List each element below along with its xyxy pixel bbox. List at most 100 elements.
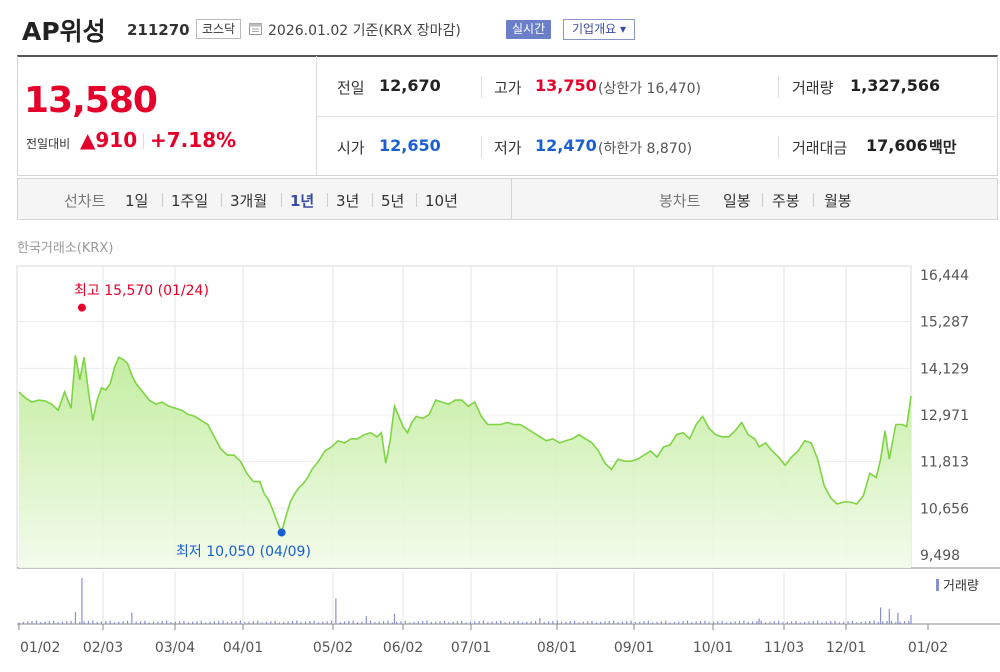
volume-bar — [257, 620, 259, 624]
period-3m[interactable]: 3개월 — [230, 192, 268, 210]
candle-monthly[interactable]: 월봉 — [824, 192, 852, 210]
volume-bar — [81, 578, 83, 624]
line-chart-label: 선차트 — [64, 192, 106, 210]
upper-limit: (상한가 16,470) — [598, 81, 702, 97]
period-3y[interactable]: 3년 — [336, 192, 360, 210]
volume-bar — [296, 620, 298, 624]
volume-bar — [44, 621, 46, 624]
divider — [481, 76, 482, 98]
volume-label: 거래량 — [792, 79, 834, 97]
volume-bar — [897, 612, 899, 624]
volume-bar — [183, 620, 185, 624]
volume-bar — [374, 622, 376, 624]
y-tick-label: 14,129 — [920, 361, 969, 377]
period-1y[interactable]: 1년 — [290, 192, 315, 210]
volume-bar — [270, 621, 272, 624]
y-tick-label: 12,971 — [920, 408, 969, 424]
volume-bar — [27, 621, 29, 624]
x-tick-label: 05/02 — [313, 640, 353, 656]
volume-bar — [465, 622, 467, 624]
low-annotation: 최저 10,050 (04/09) — [176, 544, 311, 560]
x-tick-label: 12/01 — [826, 640, 866, 656]
volume-bar — [274, 620, 276, 624]
volume-bar — [165, 620, 168, 624]
volume-bar — [144, 620, 146, 624]
candle-weekly[interactable]: 주봉 — [772, 192, 800, 210]
volume-bar — [474, 621, 476, 624]
price-line — [18, 355, 912, 535]
volume-bar — [244, 622, 246, 624]
y-tick-label: 11,813 — [920, 455, 969, 471]
volume-bar — [187, 622, 189, 624]
volume-bar — [330, 620, 333, 624]
volume-bar — [61, 621, 64, 624]
volume-bar — [309, 621, 311, 624]
calendar-icon — [249, 23, 262, 35]
volume-bar — [847, 621, 849, 624]
volume-bar — [53, 620, 55, 624]
period-10y[interactable]: 10년 — [425, 192, 458, 210]
volume-bar — [747, 622, 749, 624]
volume-bar — [179, 621, 181, 624]
volume-bar — [552, 620, 554, 624]
x-tick-label: 03/04 — [155, 640, 195, 656]
company-info-dropdown[interactable]: 기업개요 ▾ — [563, 19, 635, 40]
volume-bar — [508, 621, 511, 624]
volume-bar — [669, 622, 671, 624]
volume-bar — [843, 621, 845, 624]
volume-bar — [758, 618, 760, 624]
realtime-button[interactable]: 실시간 — [506, 20, 552, 39]
prev-close-label: 전일 — [337, 79, 365, 97]
volume-bar — [343, 621, 346, 624]
volume-bar — [287, 621, 289, 624]
period-1w[interactable]: 1주일 — [171, 192, 209, 210]
volume-legend-swatch — [936, 579, 939, 591]
volume-bar — [530, 621, 532, 624]
volume-bar — [656, 621, 658, 624]
volume-bar — [74, 611, 77, 624]
separator — [327, 193, 328, 207]
volume-bar — [895, 622, 897, 624]
title-bar: AP위성 211270 코스닥 2026.01.02 기준(KRX 장마감) 실… — [0, 0, 1000, 56]
prev-close-value: 12,670 — [379, 76, 441, 95]
volume-bar — [817, 620, 819, 624]
volume-bar — [717, 621, 719, 624]
volume-bar — [439, 621, 441, 624]
volume-bar — [361, 621, 363, 624]
volume-bar — [730, 621, 732, 624]
high-label: 고가 — [494, 79, 522, 97]
volume-bar — [196, 621, 198, 624]
volume-bar — [261, 622, 263, 624]
volume-bar — [222, 620, 224, 624]
volume-bar — [239, 620, 241, 624]
separator — [762, 193, 763, 207]
volume-bar — [200, 620, 202, 624]
divider — [778, 76, 779, 98]
candle-daily[interactable]: 일봉 — [723, 192, 751, 210]
volume-bar — [500, 620, 502, 624]
volume-bar — [248, 621, 250, 624]
volume-bar — [426, 620, 428, 624]
volume-bar — [265, 621, 268, 624]
period-5y[interactable]: 5년 — [381, 192, 405, 210]
volume-bar — [209, 621, 211, 624]
volume-bar — [673, 621, 676, 624]
volume-bar — [534, 620, 537, 624]
x-tick-label: 10/01 — [693, 640, 733, 656]
period-1d[interactable]: 1일 — [125, 192, 149, 210]
separator — [162, 193, 163, 207]
quote-panel — [17, 55, 998, 176]
volume-bar — [252, 621, 254, 624]
volume-bar — [743, 620, 745, 624]
stock-code: 211270 — [127, 21, 190, 39]
volume-bar — [161, 620, 163, 624]
divider — [316, 56, 317, 175]
volume-bar — [66, 621, 68, 624]
x-tick-label: 08/01 — [537, 640, 577, 656]
volume-bar — [22, 621, 24, 624]
volume-bar — [283, 621, 285, 624]
high-value: 13,750 — [535, 76, 597, 95]
volume-bar — [513, 621, 515, 624]
low-value: 12,470 — [535, 136, 597, 155]
